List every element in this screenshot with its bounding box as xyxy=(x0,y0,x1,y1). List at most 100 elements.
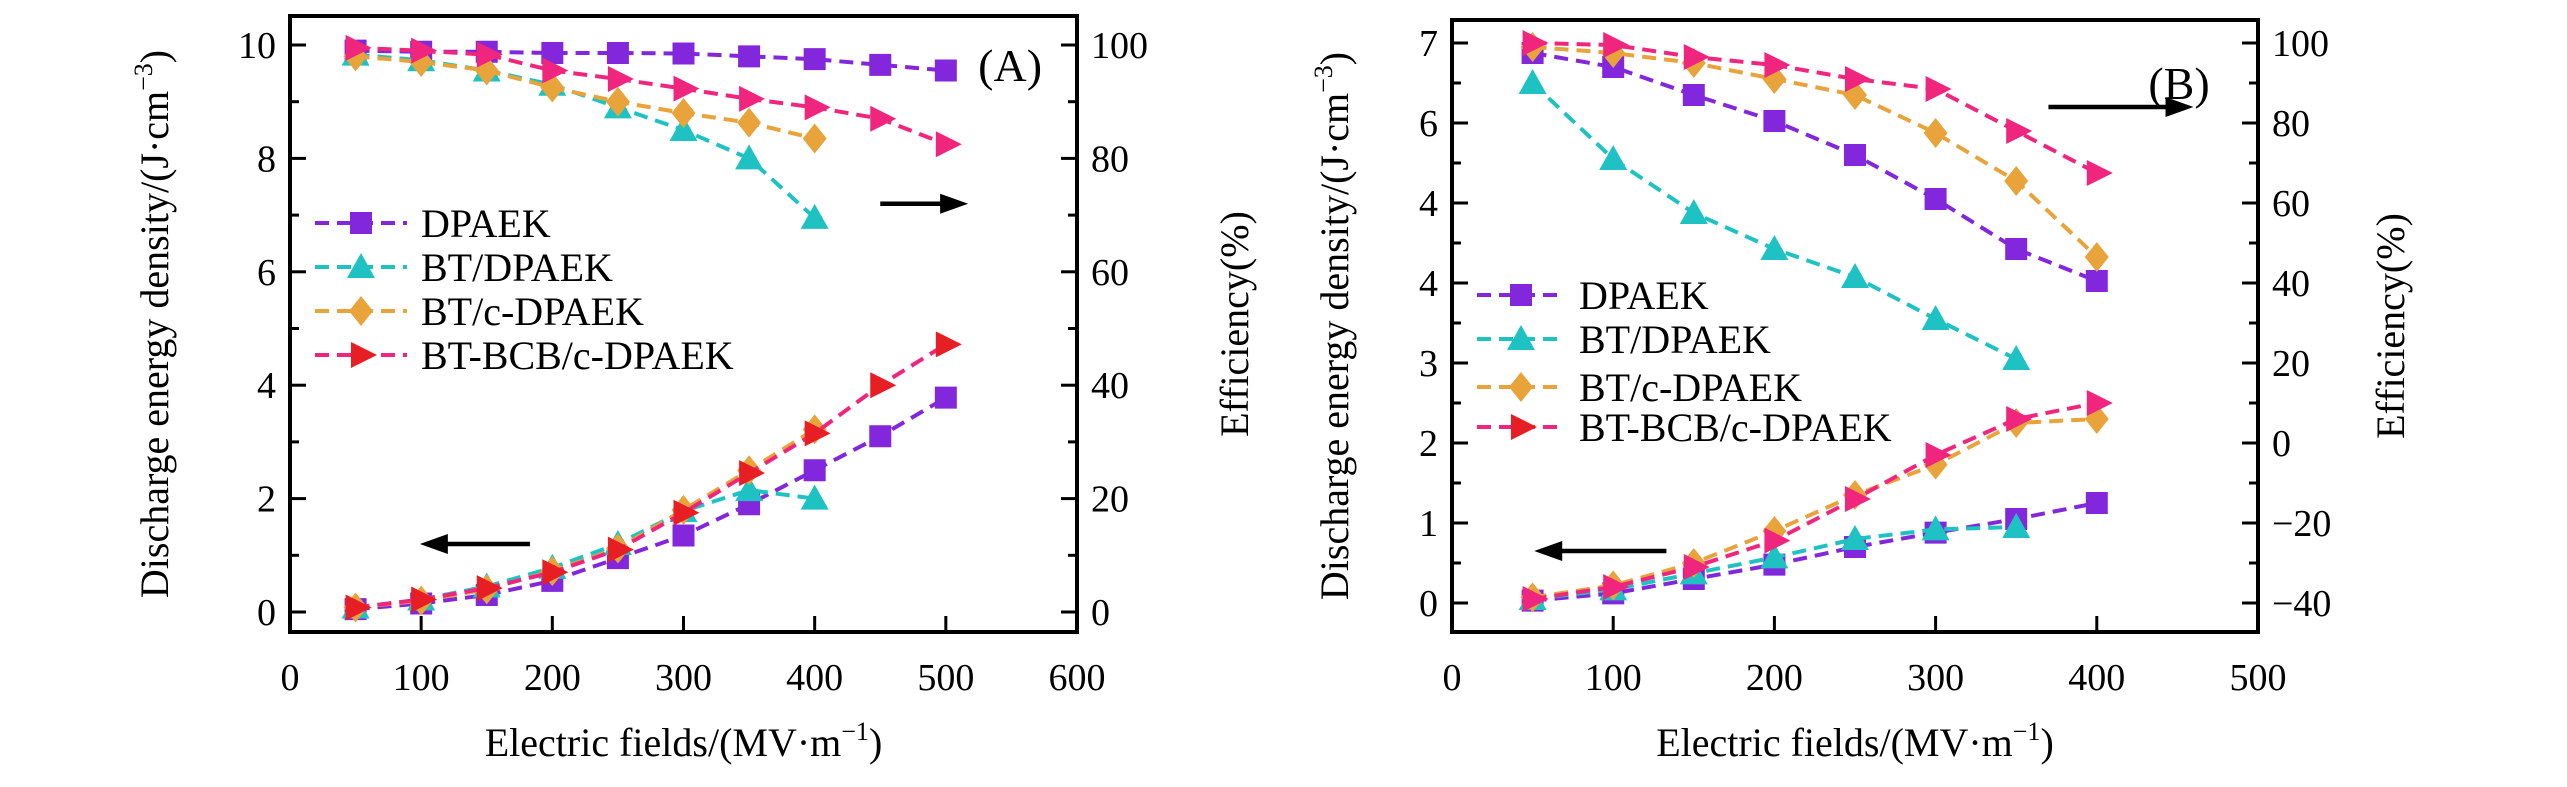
series-marker-a-bt-bcb-c-dpaek-efficiency xyxy=(673,75,700,102)
series-marker-a-bt-bcb-c-dpaek-discharge-energy-density xyxy=(739,460,766,487)
series-marker-b-bt-bcb-c-dpaek-efficiency xyxy=(2086,160,2113,186)
y-right-tick-label: 100 xyxy=(1091,25,1148,67)
y-right-tick-label: 0 xyxy=(1091,592,1110,634)
y-left-tick-label: 4 xyxy=(1419,263,1438,305)
x-axis-tick-label: 400 xyxy=(786,657,843,699)
series-marker-a-dpaek-discharge-energy-density xyxy=(672,524,695,547)
y-right-tick-label: −40 xyxy=(2272,583,2331,625)
series-marker-a-bt-c-dpaek-efficiency xyxy=(671,98,696,129)
series-marker-a-bt-bcb-c-dpaek-discharge-energy-density xyxy=(345,594,372,621)
legend-marker-bt-bcb-c-dpaek xyxy=(1511,414,1537,440)
legend-marker-bt-c-dpaek xyxy=(1509,372,1533,402)
legend-marker-dpaek xyxy=(350,212,372,234)
series-marker-a-bt-c-dpaek-efficiency xyxy=(605,86,630,117)
series-marker-b-bt-dpaek-discharge-energy-density xyxy=(1841,525,1869,550)
series-line-a-bt-c-dpaek-efficiency xyxy=(355,54,816,141)
series-marker-a-bt-c-dpaek-efficiency xyxy=(737,107,762,138)
series-marker-b-bt-bcb-c-dpaek-discharge-energy-density xyxy=(1603,574,1630,600)
chart-panel-a: 0 100 200 300 400 500 6000246810020406080100Di… xyxy=(129,14,1257,765)
y-left-tick-label: 4 xyxy=(257,365,276,407)
left-axis-arrow-head xyxy=(1534,541,1563,561)
legend-label-bt-bcb-c-dpaek: BT-BCB/c-DPAEK xyxy=(421,333,734,378)
series-marker-b-dpaek-efficiency xyxy=(2085,270,2108,292)
y-axis-label-right: Efficiency(%) xyxy=(1212,211,1257,437)
series-line-b-bt-c-dpaek-efficiency xyxy=(1532,45,2099,259)
right-axis-arrow-head xyxy=(940,193,969,214)
legend-marker-bt-c-dpaek xyxy=(349,296,373,326)
series-marker-a-bt-bcb-c-dpaek-discharge-energy-density xyxy=(607,536,634,563)
series-marker-b-bt-bcb-c-dpaek-efficiency xyxy=(1603,32,1630,58)
series-marker-b-bt-dpaek-efficiency xyxy=(1921,305,1950,330)
series-marker-a-bt-dpaek-efficiency xyxy=(669,116,698,142)
series-marker-b-bt-dpaek-efficiency xyxy=(1760,235,1789,260)
chart-panel-b: 0 100 200 300 400 50076443210100806040200−20−… xyxy=(1309,18,2413,765)
x-axis-tick-label: 100 xyxy=(393,657,450,699)
x-axis-label: Electric fields/(MV·m−1) xyxy=(485,717,883,765)
x-axis-label: Electric fields/(MV·m−1) xyxy=(1656,717,2054,765)
legend-marker-bt-dpaek xyxy=(347,253,375,278)
y-left-tick-label: 2 xyxy=(1419,423,1438,465)
legend-marker-bt-dpaek xyxy=(1507,325,1535,350)
series-marker-a-bt-bcb-c-dpaek-efficiency xyxy=(739,85,766,112)
series-marker-b-dpaek-efficiency xyxy=(2005,238,2028,260)
x-axis-tick-label: 0 xyxy=(1443,657,1462,699)
series-marker-a-bt-dpaek-efficiency xyxy=(800,203,829,229)
y-left-tick-label: 6 xyxy=(1419,103,1438,145)
series-marker-b-bt-bcb-c-dpaek-efficiency xyxy=(2006,118,2033,144)
legend-label-bt-c-dpaek: BT/c-DPAEK xyxy=(421,289,644,334)
series-marker-a-bt-bcb-c-dpaek-discharge-energy-density xyxy=(476,575,503,602)
series-marker-a-bt-bcb-c-dpaek-efficiency xyxy=(870,105,897,132)
series-marker-b-bt-dpaek-discharge-energy-density xyxy=(1921,515,1950,541)
right-axis-arrow-head xyxy=(2165,97,2194,117)
series-marker-a-bt-c-dpaek-efficiency xyxy=(409,47,434,78)
series-marker-b-bt-dpaek-efficiency xyxy=(2002,345,2031,370)
series-marker-a-dpaek-efficiency xyxy=(606,41,629,64)
x-axis-tick-label: 100 xyxy=(1585,657,1642,699)
series-marker-b-dpaek-efficiency xyxy=(1682,84,1705,106)
series-marker-a-bt-bcb-c-dpaek-efficiency xyxy=(411,37,438,64)
series-marker-b-bt-bcb-c-dpaek-efficiency xyxy=(1845,66,1871,92)
series-marker-b-dpaek-efficiency xyxy=(1844,144,1866,166)
x-axis-tick-label: 500 xyxy=(917,657,974,699)
series-marker-a-dpaek-efficiency xyxy=(803,48,826,71)
y-axis-label-left: Discharge energy density/(J·cm−3) xyxy=(1309,52,1357,600)
series-marker-b-bt-bcb-c-dpaek-efficiency xyxy=(1522,30,1549,56)
left-axis-arrow-head xyxy=(419,533,448,554)
legend-label-dpaek: DPAEK xyxy=(1579,273,1709,318)
y-left-tick-label: 6 xyxy=(257,252,276,294)
y-axis-label-left: Discharge energy density/(J·cm−3) xyxy=(129,50,177,598)
y-left-tick-label: 2 xyxy=(257,479,276,521)
x-axis-tick-label: 400 xyxy=(2068,657,2125,699)
y-left-tick-label: 1 xyxy=(1419,503,1438,545)
series-marker-b-bt-dpaek-efficiency xyxy=(1679,199,1708,224)
series-marker-b-bt-c-dpaek-efficiency xyxy=(1923,118,1948,148)
series-marker-a-bt-dpaek-discharge-energy-density xyxy=(735,476,764,502)
series-marker-a-dpaek-discharge-energy-density xyxy=(803,459,826,482)
series-marker-b-bt-bcb-c-dpaek-efficiency xyxy=(1925,76,1952,102)
series-line-a-bt-bcb-c-dpaek-discharge-energy-density xyxy=(355,342,947,610)
plot-box xyxy=(1450,18,2260,634)
y-right-tick-label: 40 xyxy=(2272,263,2310,305)
series-marker-a-dpaek-discharge-energy-density xyxy=(869,425,892,448)
panel-label-b: (B) xyxy=(2148,58,2209,109)
y-right-tick-label: 0 xyxy=(2272,423,2291,465)
series-marker-b-bt-bcb-c-dpaek-discharge-energy-density xyxy=(1522,586,1549,612)
series-marker-b-bt-bcb-c-dpaek-efficiency xyxy=(1683,44,1710,70)
series-line-b-bt-bcb-c-dpaek-discharge-energy-density xyxy=(1532,401,2098,601)
y-right-tick-label: 20 xyxy=(2272,343,2310,385)
x-axis-tick-label: 200 xyxy=(1746,657,1803,699)
y-right-tick-label: 80 xyxy=(2272,103,2310,145)
series-marker-a-dpaek-efficiency xyxy=(934,59,957,82)
series-marker-a-bt-bcb-c-dpaek-efficiency xyxy=(804,94,831,121)
legend-label-bt-bcb-c-dpaek: BT-BCB/c-DPAEK xyxy=(1579,405,1892,450)
series-marker-a-bt-bcb-c-dpaek-discharge-energy-density xyxy=(935,331,962,358)
series-marker-b-bt-dpaek-efficiency xyxy=(1599,145,1628,170)
series-line-a-bt-c-dpaek-discharge-energy-density xyxy=(355,427,816,610)
series-marker-b-dpaek-discharge-energy-density xyxy=(2085,492,2108,514)
series-marker-a-bt-bcb-c-dpaek-discharge-energy-density xyxy=(870,372,897,399)
series-marker-a-bt-dpaek-efficiency xyxy=(735,144,764,170)
series-marker-a-bt-bcb-c-dpaek-discharge-energy-density xyxy=(542,559,569,586)
series-marker-a-dpaek-efficiency xyxy=(541,41,564,64)
y-right-tick-label: 60 xyxy=(2272,183,2310,225)
